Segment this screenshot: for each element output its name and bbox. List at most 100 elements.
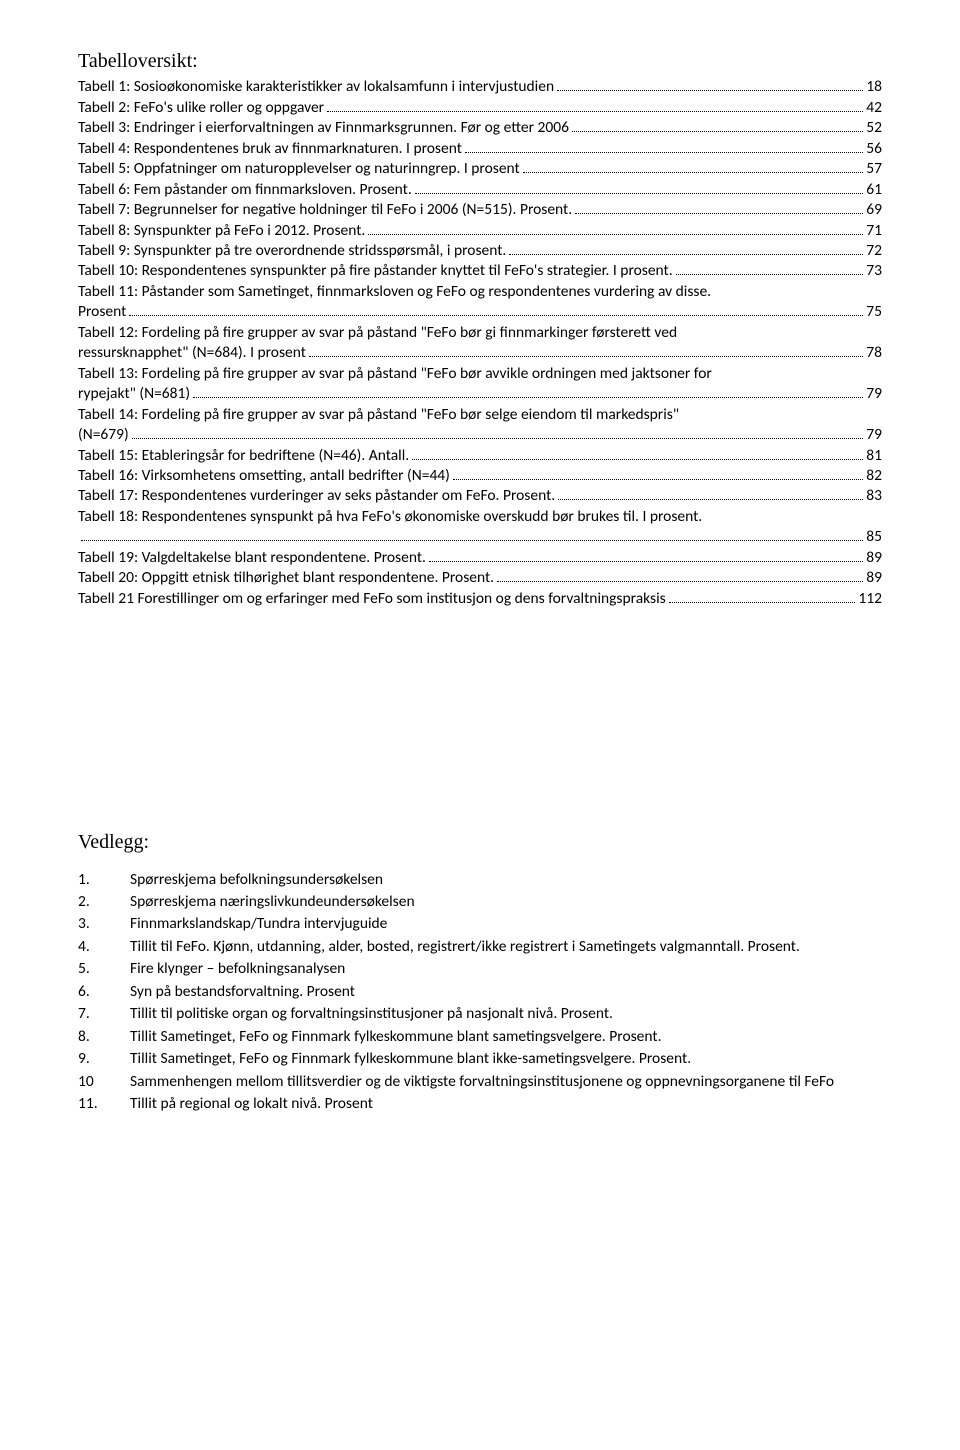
toc-page: 57 xyxy=(866,159,882,179)
vedlegg-number: 9. xyxy=(78,1049,130,1069)
vedlegg-item: 11.Tillit på regional og lokalt nivå. Pr… xyxy=(78,1094,882,1114)
toc-page: 83 xyxy=(866,486,882,506)
toc-label: Tabell 1: Sosioøkonomiske karakteristikk… xyxy=(78,77,554,97)
vedlegg-text: Tillit Sametinget, FeFo og Finnmark fylk… xyxy=(130,1027,882,1047)
toc-leader xyxy=(575,201,863,214)
toc-page: 79 xyxy=(866,384,882,404)
toc-leader xyxy=(497,570,863,583)
toc-entry: Tabell 21 Forestillinger om og erfaringe… xyxy=(78,589,882,609)
vedlegg-item: 10Sammenhengen mellom tillitsverdier og … xyxy=(78,1072,882,1092)
toc-label: Tabell 4: Respondentenes bruk av finnmar… xyxy=(78,139,462,159)
toc-page: 75 xyxy=(866,302,882,322)
vedlegg-list: 1.Spørreskjema befolkningsundersøkelsen2… xyxy=(78,870,882,1115)
toc-label: Tabell 13: Fordeling på fire grupper av … xyxy=(78,364,882,384)
vedlegg-item: 9.Tillit Sametinget, FeFo og Finnmark fy… xyxy=(78,1049,882,1069)
toc-page: 78 xyxy=(866,343,882,363)
toc-entry: Tabell 10: Respondentenes synspunkter på… xyxy=(78,261,882,281)
toc-label: Tabell 2: FeFo's ulike roller og oppgave… xyxy=(78,98,324,118)
toc-label: Tabell 18: Respondentenes synspunkt på h… xyxy=(78,507,882,527)
vedlegg-text: Spørreskjema befolkningsundersøkelsen xyxy=(130,870,882,890)
toc-label: rypejakt" (N=681) xyxy=(78,384,190,404)
toc-label: Tabell 12: Fordeling på fire grupper av … xyxy=(78,323,882,343)
toc-page: 71 xyxy=(866,221,882,241)
toc-entry: Tabell 14: Fordeling på fire grupper av … xyxy=(78,405,882,446)
toc-entry: Tabell 19: Valgdeltakelse blant responde… xyxy=(78,548,882,568)
toc-leader xyxy=(523,161,864,174)
vedlegg-text: Finnmarkslandskap/Tundra intervjuguide xyxy=(130,914,882,934)
toc-page: 61 xyxy=(866,180,882,200)
vedlegg-number: 4. xyxy=(78,937,130,957)
toc-leader xyxy=(327,99,863,112)
toc-page: 85 xyxy=(866,527,882,547)
vedlegg-number: 5. xyxy=(78,959,130,979)
toc-entry: Tabell 6: Fem påstander om finnmarkslove… xyxy=(78,180,882,200)
toc-leader xyxy=(453,467,863,480)
toc-label: Tabell 19: Valgdeltakelse blant responde… xyxy=(78,548,426,568)
toc-label: Tabell 20: Oppgitt etnisk tilhørighet bl… xyxy=(78,568,494,588)
toc-entry: Tabell 9: Synspunkter på tre overordnend… xyxy=(78,241,882,261)
toc-entry: Tabell 8: Synspunkter på FeFo i 2012. Pr… xyxy=(78,221,882,241)
toc-leader xyxy=(429,549,863,562)
toc-leader xyxy=(412,447,863,460)
vedlegg-item: 2.Spørreskjema næringslivkundeundersøkel… xyxy=(78,892,882,912)
toc-page: 112 xyxy=(858,589,882,609)
toc-entry: Tabell 7: Begrunnelser for negative hold… xyxy=(78,200,882,220)
vedlegg-text: Spørreskjema næringslivkundeundersøkelse… xyxy=(130,892,882,912)
toc-label: Tabell 5: Oppfatninger om naturopplevels… xyxy=(78,159,520,179)
toc-page: 81 xyxy=(866,446,882,466)
vedlegg-text: Tillit Sametinget, FeFo og Finnmark fylk… xyxy=(130,1049,882,1069)
vedlegg-item: 5.Fire klynger – befolkningsanalysen xyxy=(78,959,882,979)
toc-leader xyxy=(669,590,856,603)
toc-entry: Tabell 5: Oppfatninger om naturopplevels… xyxy=(78,159,882,179)
toc-leader xyxy=(509,242,863,255)
toc-leader xyxy=(415,181,864,194)
vedlegg-item: 4.Tillit til FeFo. Kjønn, utdanning, ald… xyxy=(78,937,882,957)
toc-leader xyxy=(676,263,864,276)
toc-list: Tabell 1: Sosioøkonomiske karakteristikk… xyxy=(78,77,882,609)
toc-entry: Tabell 16: Virksomhetens omsetting, anta… xyxy=(78,466,882,486)
vedlegg-item: 1.Spørreskjema befolkningsundersøkelsen xyxy=(78,870,882,890)
vedlegg-title: Vedlegg: xyxy=(78,829,882,855)
vedlegg-item: 6.Syn på bestandsforvaltning. Prosent xyxy=(78,982,882,1002)
toc-page: 89 xyxy=(866,568,882,588)
toc-title: Tabelloversikt: xyxy=(78,48,882,74)
toc-label: Tabell 11: Påstander som Sametinget, fin… xyxy=(78,282,882,302)
toc-label: ressursknapphet" (N=684). I prosent xyxy=(78,343,306,363)
toc-page: 69 xyxy=(866,200,882,220)
toc-leader xyxy=(558,488,863,501)
toc-page: 72 xyxy=(866,241,882,261)
toc-leader xyxy=(309,345,863,358)
toc-leader xyxy=(465,140,863,153)
vedlegg-text: Syn på bestandsforvaltning. Prosent xyxy=(130,982,882,1002)
toc-label: Tabell 7: Begrunnelser for negative hold… xyxy=(78,200,572,220)
toc-label: Tabell 6: Fem påstander om finnmarkslove… xyxy=(78,180,412,200)
toc-page: 73 xyxy=(866,261,882,281)
vedlegg-number: 1. xyxy=(78,870,130,890)
vedlegg-text: Tillit til FeFo. Kjønn, utdanning, alder… xyxy=(130,937,882,957)
toc-entry: Tabell 13: Fordeling på fire grupper av … xyxy=(78,364,882,405)
toc-label: Tabell 21 Forestillinger om og erfaringe… xyxy=(78,589,666,609)
toc-label: (N=679) xyxy=(78,425,129,445)
vedlegg-number: 8. xyxy=(78,1027,130,1047)
toc-page: 18 xyxy=(866,77,882,97)
toc-page: 56 xyxy=(866,139,882,159)
vedlegg-text: Tillit til politiske organ og forvaltnin… xyxy=(130,1004,882,1024)
toc-entry: Tabell 11: Påstander som Sametinget, fin… xyxy=(78,282,882,323)
toc-entry: Tabell 15: Etableringsår for bedriftene … xyxy=(78,446,882,466)
toc-label: Prosent xyxy=(78,302,126,322)
vedlegg-text: Tillit på regional og lokalt nivå. Prose… xyxy=(130,1094,882,1114)
toc-entry: Tabell 18: Respondentenes synspunkt på h… xyxy=(78,507,882,548)
toc-leader xyxy=(132,426,864,439)
toc-label: Tabell 10: Respondentenes synspunkter på… xyxy=(78,261,673,281)
toc-page: 82 xyxy=(866,466,882,486)
toc-entry: Tabell 3: Endringer i eierforvaltningen … xyxy=(78,118,882,138)
spacer xyxy=(78,609,882,829)
toc-page: 89 xyxy=(866,548,882,568)
vedlegg-text: Fire klynger – befolkningsanalysen xyxy=(130,959,882,979)
toc-leader xyxy=(368,222,863,235)
toc-label: Tabell 14: Fordeling på fire grupper av … xyxy=(78,405,882,425)
toc-leader xyxy=(81,529,863,542)
toc-entry: Tabell 4: Respondentenes bruk av finnmar… xyxy=(78,139,882,159)
toc-leader xyxy=(557,79,863,92)
toc-label: Tabell 9: Synspunkter på tre overordnend… xyxy=(78,241,506,261)
